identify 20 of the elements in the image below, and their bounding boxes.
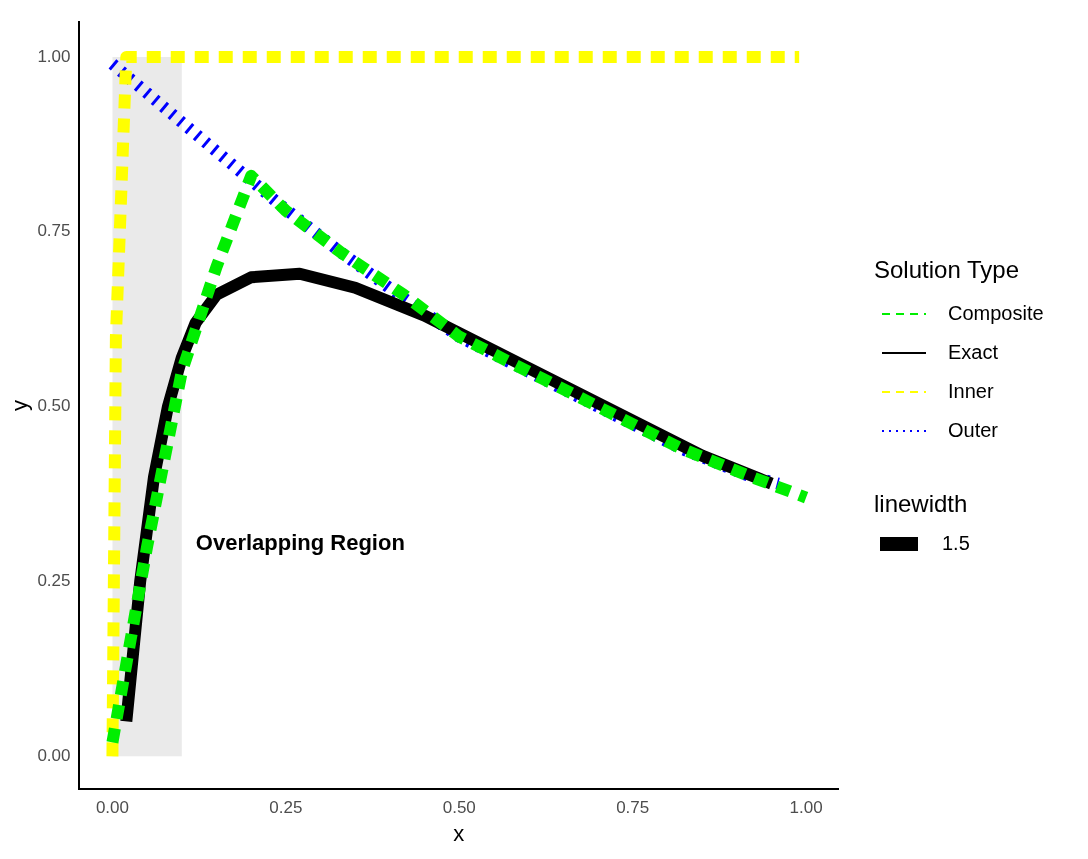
x-axis-title: x (453, 820, 465, 846)
legend-label: Composite (948, 302, 1044, 325)
y-tick-label: 0.50 (37, 396, 71, 416)
x-tick-label: 0.25 (269, 798, 303, 818)
y-tick-label: 1.00 (37, 46, 71, 66)
y-tick-label: 0.25 (37, 571, 71, 591)
y-tick-label: 0.75 (37, 221, 71, 241)
x-tick-label: 0.75 (616, 798, 650, 818)
legend-title: Solution Type (874, 256, 1020, 284)
text: linewidth (874, 490, 969, 518)
x-tick-label: 0.50 (442, 798, 476, 818)
x-tick-label: 1.00 (789, 798, 823, 818)
legend-label: Inner (948, 380, 994, 403)
x-tick-label: 0.00 (95, 798, 129, 818)
y-axis-title: y (7, 400, 33, 412)
legend-label: Outer (948, 419, 999, 442)
legend-label: Exact (948, 341, 999, 364)
y-tick-label: 0.00 (37, 746, 71, 766)
text: 1.5 (942, 532, 970, 555)
band-label: Overlapping Region (195, 529, 405, 555)
